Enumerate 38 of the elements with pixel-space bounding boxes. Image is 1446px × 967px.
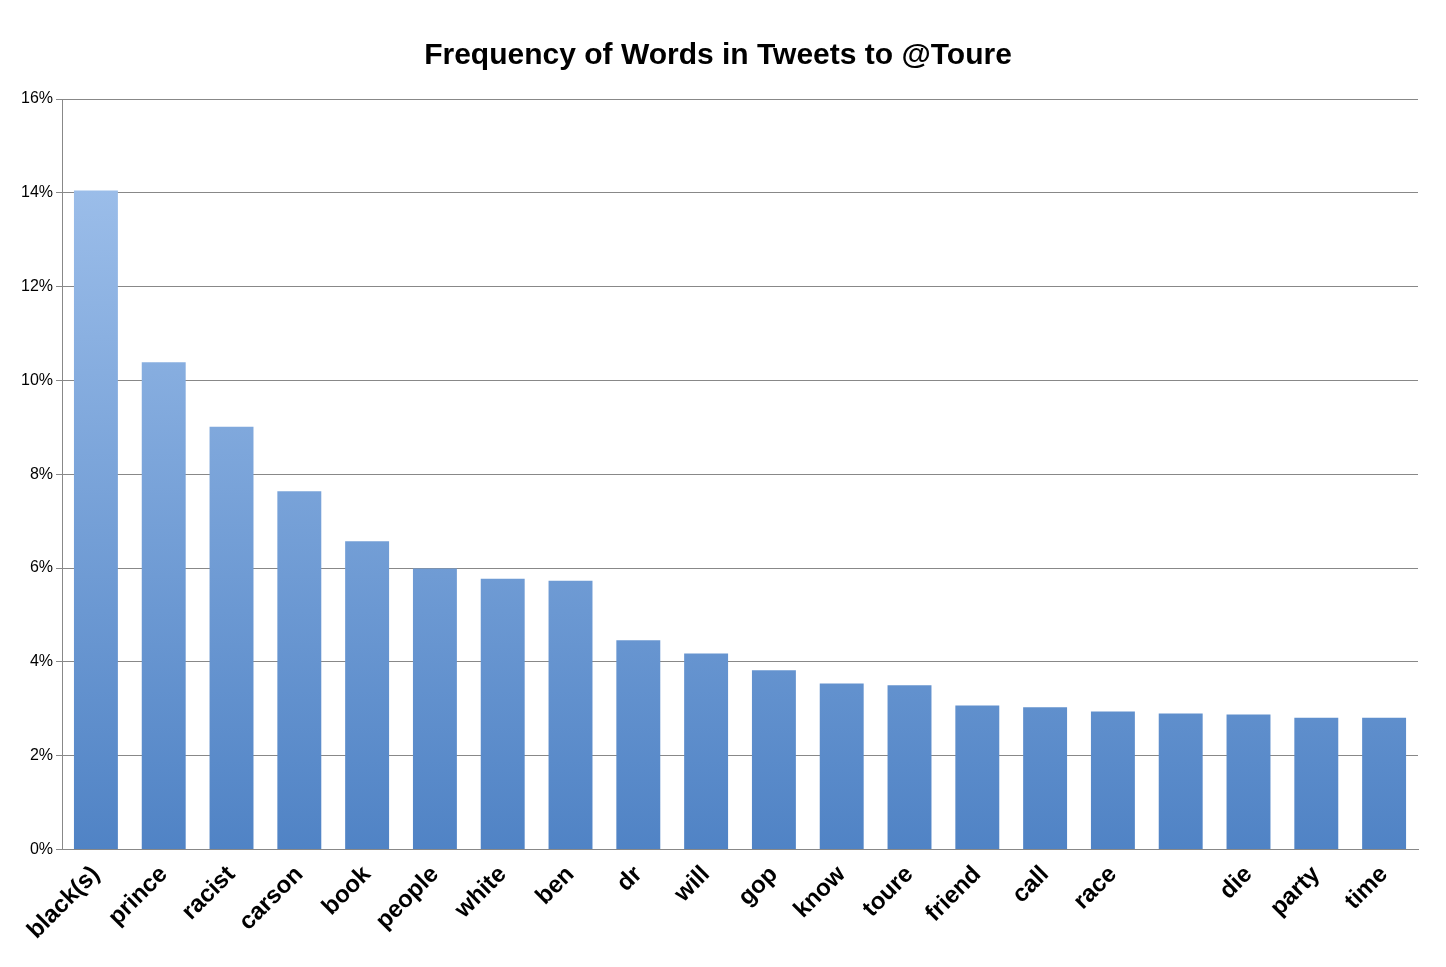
y-tick-label: 16% xyxy=(20,89,54,107)
x-tick-label: gop xyxy=(731,859,783,910)
y-tick-label: 6% xyxy=(29,558,54,576)
bar xyxy=(819,683,864,849)
bar xyxy=(751,670,796,849)
bar xyxy=(955,705,1000,849)
y-tick-label: 12% xyxy=(20,277,54,295)
x-tick-label: time xyxy=(1338,859,1393,914)
y-tick-label: 4% xyxy=(29,652,54,670)
x-tick-label: will xyxy=(667,859,715,907)
bar xyxy=(887,685,932,849)
bar xyxy=(277,491,322,849)
x-tick-label: ben xyxy=(529,859,579,910)
bar xyxy=(1362,717,1407,849)
x-tick-label: call xyxy=(1005,859,1054,908)
bar xyxy=(1023,707,1068,849)
bar xyxy=(480,578,525,849)
x-tick-label: dr xyxy=(610,859,647,896)
bar xyxy=(209,426,254,849)
bar xyxy=(616,640,661,849)
bar xyxy=(73,190,118,849)
bar xyxy=(345,541,390,849)
x-tick-label: race xyxy=(1067,859,1122,914)
chart-title: Frequency of Words in Tweets to @Toure xyxy=(424,37,1012,71)
bar xyxy=(548,580,593,849)
y-tick-label: 10% xyxy=(20,370,54,388)
bar xyxy=(1294,717,1339,849)
y-tick-label: 2% xyxy=(29,746,54,764)
bar xyxy=(684,653,729,849)
bar xyxy=(1226,714,1271,849)
bar xyxy=(412,568,457,849)
x-tick-label: die xyxy=(1213,859,1257,904)
bar xyxy=(141,362,186,849)
bar xyxy=(1158,713,1203,849)
y-tick-label: 8% xyxy=(29,464,54,482)
bar xyxy=(1090,711,1135,849)
y-tick-label: 14% xyxy=(20,183,54,201)
y-tick-label: 0% xyxy=(29,839,54,857)
